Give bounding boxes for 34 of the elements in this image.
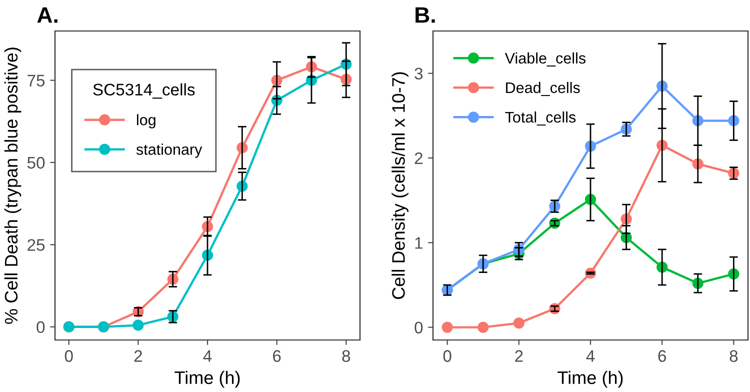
x-tick-label: 0 xyxy=(64,350,73,362)
y-tick-label: 3 xyxy=(414,68,423,80)
x-axis-title: Time (h) xyxy=(174,370,240,388)
legend-label: log xyxy=(136,114,156,128)
x-tick-label: 2 xyxy=(134,350,142,362)
legend-label: Viable_cells xyxy=(504,52,586,66)
legend-label: Total_cells xyxy=(505,111,576,126)
legend-label: Dead_cells xyxy=(506,82,580,96)
chart-title: B. xyxy=(416,7,435,23)
legend-label: stationary xyxy=(136,144,202,158)
y-axis-title: % Cell Death (trypan blue positive) xyxy=(4,48,22,324)
y-tick-label: 0 xyxy=(414,322,423,334)
point xyxy=(478,322,489,333)
x-tick-label: 6 xyxy=(658,350,666,362)
y-tick-label: 50 xyxy=(27,156,45,169)
y-tick-label: 25 xyxy=(28,239,45,251)
x-axis-title: Time (h) xyxy=(558,370,623,388)
point xyxy=(442,322,453,333)
x-tick-label: 4 xyxy=(203,350,212,362)
y-tick-label: 75 xyxy=(28,74,45,87)
x-tick-label: 8 xyxy=(342,350,350,362)
y-tick-label: 1 xyxy=(415,237,422,249)
y-axis-title: Cell Density (cells/ml x 10-7) xyxy=(392,72,408,299)
x-tick-label: 8 xyxy=(730,350,738,362)
x-tick-label: 4 xyxy=(586,350,595,362)
x-tick-label: 2 xyxy=(515,350,523,362)
y-tick-label: 2 xyxy=(414,152,422,164)
chart-title: A. xyxy=(37,7,58,23)
legend-title: SC5314_cells xyxy=(93,83,195,99)
point xyxy=(513,318,524,329)
y-tick-label: 0 xyxy=(36,321,45,334)
point xyxy=(132,320,144,331)
x-tick-label: 0 xyxy=(443,350,452,362)
x-tick-label: 6 xyxy=(273,350,281,362)
